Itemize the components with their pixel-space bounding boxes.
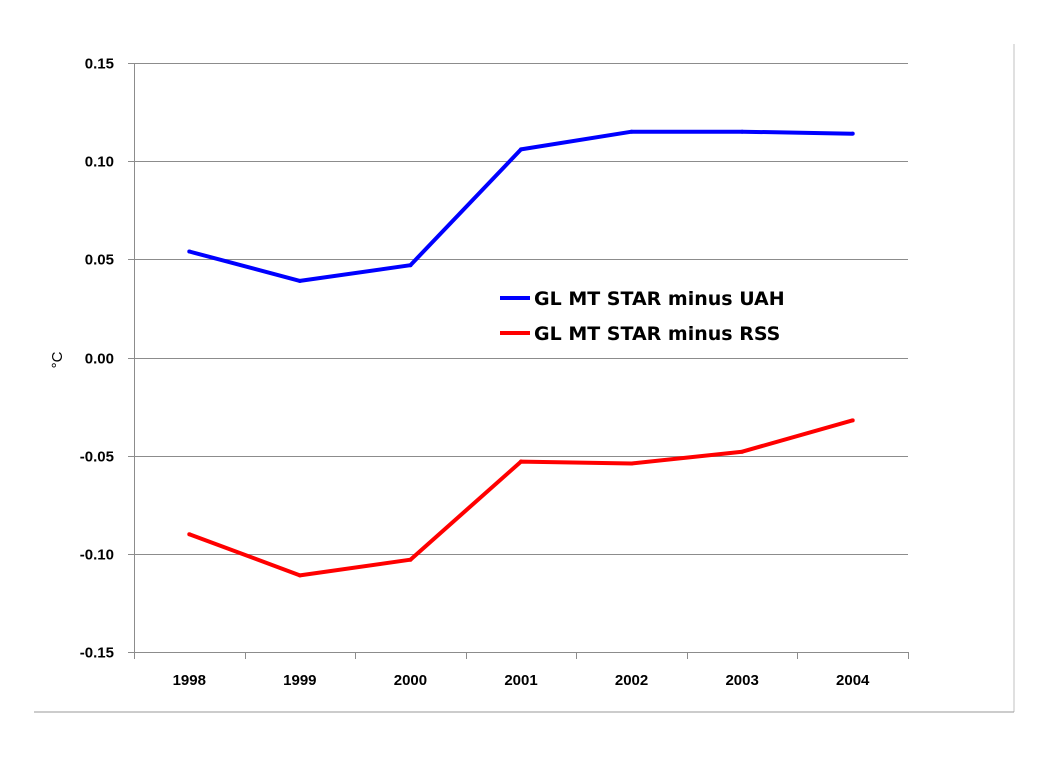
series-line-uah [188,129,853,283]
y-tick-label: -0.10 [80,547,114,564]
x-tick-labels: 1998 1999 2000 2001 2002 2003 2004 [173,672,870,689]
y-tick-label: -0.05 [80,449,114,466]
data-point [519,147,523,152]
data-point [740,129,745,134]
y-tick-label: 0.10 [85,154,114,171]
series-lines [187,129,855,578]
data-point [519,459,523,464]
data-point [187,532,192,537]
y-tick-label: -0.15 [80,645,114,662]
x-tick-label: 2002 [615,672,648,689]
y-tick-labels: 0.15 0.10 0.05 0.00 -0.05 -0.10 -0.15 [80,56,114,662]
x-tick-label: 2001 [504,672,537,689]
data-point [850,131,855,136]
data-point [187,249,192,254]
data-point [629,461,634,466]
chart-frame [34,44,1015,713]
legend-item-uah: GL MT STAR minus UAH [500,288,785,310]
data-point [297,573,302,578]
y-tick-label: 0.00 [85,351,114,368]
data-point [297,278,302,283]
legend: GL MT STAR minus UAH GL MT STAR minus RS… [500,288,785,345]
y-tick-label: 0.05 [85,252,114,269]
legend-item-rss: GL MT STAR minus RSS [500,323,780,345]
data-point [629,129,634,134]
data-point [850,418,855,423]
legend-label-rss: GL MT STAR minus RSS [534,323,780,345]
gridlines [134,63,908,555]
series-line-rss [188,418,854,578]
x-tick-label: 1998 [173,672,206,689]
x-tick-label: 2004 [836,672,870,689]
y-tick-label: 0.15 [85,56,114,73]
y-axis-label: °C [49,351,66,368]
x-tick-label: 2000 [394,672,427,689]
data-point [740,449,745,454]
axes [128,63,909,659]
x-tick-label: 2003 [725,672,758,689]
legend-label-uah: GL MT STAR minus UAH [534,288,785,310]
data-point [408,263,413,268]
x-tick-label: 1999 [283,672,316,689]
data-point [408,557,413,562]
